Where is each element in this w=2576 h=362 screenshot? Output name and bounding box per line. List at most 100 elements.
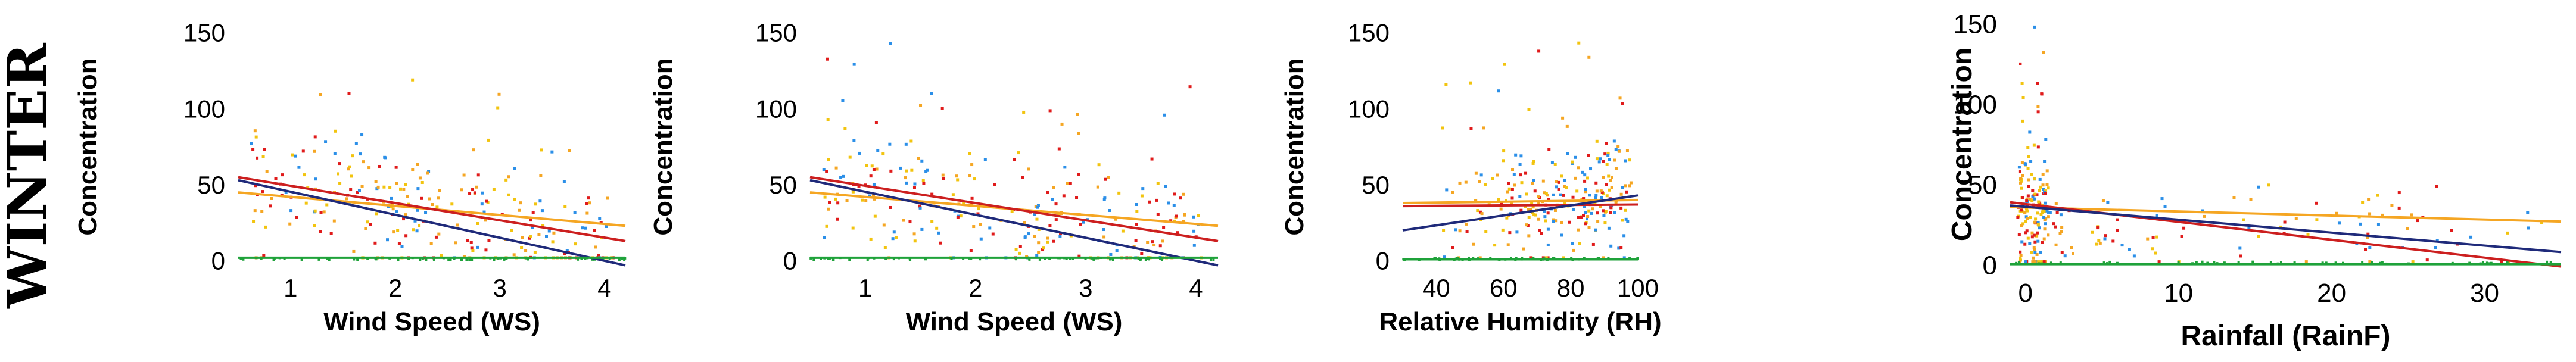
scatter-point: [1571, 160, 1574, 164]
scatter-point: [2047, 233, 2050, 237]
scatter-point: [2163, 205, 2167, 208]
scatter-point: [2101, 199, 2105, 202]
scatter-point: [1162, 226, 1166, 229]
scatter-point: [313, 135, 317, 139]
scatter-point: [411, 78, 415, 82]
scatter-point: [1135, 223, 1138, 226]
scatter-point: [550, 150, 554, 154]
scatter-point: [1156, 182, 1160, 185]
scatter-point: [1063, 166, 1067, 169]
scatter-point: [2042, 260, 2046, 264]
scatter-point: [919, 104, 923, 107]
scatter-point: [1121, 229, 1125, 233]
scatter-point: [360, 185, 364, 188]
scatter-point-green: [2059, 261, 2062, 264]
scatter-point: [492, 188, 496, 191]
scatter-point: [1496, 173, 1499, 177]
scatter-point: [2315, 218, 2319, 221]
scatter-point-green: [2017, 261, 2020, 264]
scatter-point: [1474, 171, 1478, 175]
scatter-point: [568, 149, 571, 152]
scatter-point: [2044, 138, 2048, 141]
scatter-point: [313, 209, 317, 213]
scatter-point: [1546, 243, 1550, 246]
scatter-point: [1562, 256, 1565, 260]
scatter-point: [256, 156, 259, 160]
scatter-point: [2038, 177, 2042, 181]
scatter-point: [912, 232, 916, 236]
scatter-point: [1057, 147, 1061, 151]
y-tick-label: 50: [1362, 171, 1390, 199]
y-tick-label: 50: [769, 171, 797, 199]
scatter-point: [351, 154, 354, 158]
scatter-point: [1469, 81, 1472, 85]
scatter-point: [528, 235, 532, 238]
scatter-point: [2376, 223, 2380, 226]
scatter-point: [418, 224, 421, 227]
scatter-point: [2045, 183, 2049, 186]
scatter-point: [2027, 185, 2030, 188]
scatter-point: [2016, 216, 2020, 219]
scatter-point: [1557, 188, 1560, 191]
scatter-point: [1458, 229, 1462, 233]
scatter-point: [1527, 216, 1531, 219]
scatter-point: [2104, 234, 2107, 238]
scatter-point: [1538, 229, 1542, 232]
scatter-point: [319, 211, 323, 214]
scatter-point: [1571, 208, 1575, 211]
scatter-point: [386, 238, 390, 242]
y-tick-label: 50: [1968, 170, 1997, 199]
scatter-point: [1518, 163, 1522, 166]
scatter-point: [2041, 173, 2045, 176]
scatter-point: [1582, 197, 1586, 201]
scatter-point: [2026, 209, 2029, 213]
scatter-point: [1532, 213, 1536, 217]
scatter-point: [1141, 187, 1145, 191]
scatter-point: [2146, 237, 2150, 241]
scatter-point: [851, 190, 855, 194]
scatter-point: [1612, 139, 1616, 143]
scatter-point: [979, 223, 982, 226]
trend-line-red: [238, 176, 626, 242]
scatter-point: [2039, 213, 2043, 216]
scatter-point: [1140, 252, 1144, 255]
scatter-point: [396, 229, 400, 232]
scatter-point: [1505, 216, 1509, 220]
scatter-point: [2406, 226, 2409, 230]
scatter-point: [2021, 96, 2025, 99]
scatter-point: [920, 159, 924, 163]
scatter-point: [845, 199, 849, 202]
scatter-point-green: [2201, 260, 2204, 263]
scatter-point: [852, 63, 856, 66]
y-tick-label: 0: [211, 247, 225, 275]
scatter-point-green: [1552, 257, 1555, 260]
scatter-point: [440, 254, 443, 257]
y-tick-label: 100: [183, 95, 225, 123]
scatter-point: [1609, 179, 1612, 182]
scatter-point: [1628, 184, 1631, 188]
scatter-point: [2042, 237, 2046, 241]
scatter-point: [2031, 195, 2035, 199]
scatter-point: [2232, 196, 2236, 199]
scatter-point: [1483, 183, 1487, 186]
scatter-point: [1054, 218, 1058, 221]
scatter-point-green: [1467, 256, 1470, 259]
scatter-point: [870, 164, 874, 168]
scatter-point: [2279, 225, 2283, 229]
scatter-point: [540, 148, 543, 152]
scatter-point-green: [2506, 261, 2509, 264]
scatter-point: [2031, 189, 2035, 192]
scatter-point: [1188, 85, 1192, 89]
scatter-point: [1503, 63, 1506, 66]
scatter-point: [1605, 183, 1608, 186]
scatter-point: [437, 196, 440, 200]
scatter-point-green: [449, 258, 452, 261]
scatter-point: [1581, 170, 1584, 174]
scatter-point: [416, 163, 419, 166]
scatter-point: [334, 129, 337, 133]
scatter-point: [388, 186, 392, 189]
scatter-point: [260, 210, 264, 213]
scatter-point: [2366, 236, 2369, 239]
scatter-point: [1451, 246, 1454, 249]
scatter-point: [1602, 256, 1605, 260]
